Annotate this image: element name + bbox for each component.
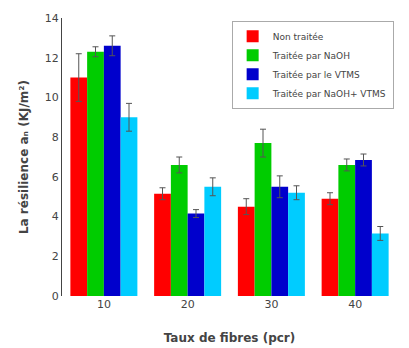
svg-text:Traitée par NaOH+ VTMS: Traitée par NaOH+ VTMS	[272, 89, 386, 99]
svg-text:40: 40	[348, 298, 362, 311]
svg-text:10: 10	[45, 91, 59, 104]
svg-text:0: 0	[52, 290, 59, 303]
svg-text:Traitée par NaOH: Traitée par NaOH	[272, 51, 350, 61]
svg-text:10: 10	[97, 298, 111, 311]
svg-text:La résilience aₙ (KJ/m²): La résilience aₙ (KJ/m²)	[17, 80, 31, 234]
svg-text:4: 4	[52, 210, 59, 223]
svg-text:14: 14	[45, 12, 59, 25]
svg-text:2: 2	[52, 250, 59, 263]
svg-text:Taux de fibres (pcr): Taux de fibres (pcr)	[164, 331, 296, 345]
svg-text:20: 20	[181, 298, 195, 311]
svg-text:Traitée par le VTMS: Traitée par le VTMS	[272, 70, 360, 80]
svg-text:8: 8	[52, 131, 59, 144]
svg-text:Non traitée: Non traitée	[273, 32, 324, 42]
svg-text:12: 12	[45, 52, 59, 65]
svg-text:30: 30	[264, 298, 278, 311]
svg-text:6: 6	[52, 171, 59, 184]
